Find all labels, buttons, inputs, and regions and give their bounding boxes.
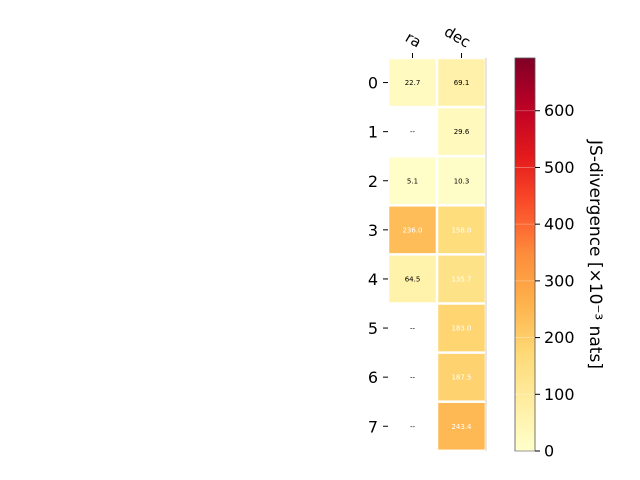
heatmap-cell-0-dec xyxy=(438,59,485,106)
column-labels: ra dec xyxy=(402,22,474,58)
colorbar-tick-label: 400 xyxy=(544,215,575,234)
cell-value-label: 22.7 xyxy=(405,79,421,87)
heatmap-cell-6-dec xyxy=(438,353,485,401)
cell-value-label: 29.6 xyxy=(454,128,470,136)
cell-value-label: 183.0 xyxy=(451,325,471,333)
colorbar-tick-label: 600 xyxy=(544,101,575,120)
row-label-7: 7 xyxy=(368,417,378,436)
cell-value-label: 5.1 xyxy=(407,177,418,185)
row-label-4: 4 xyxy=(368,270,378,289)
heatmap-cell-4-dec xyxy=(438,255,485,303)
row-label-2: 2 xyxy=(368,172,378,191)
cell-value-label: 69.1 xyxy=(454,79,470,87)
heatmap-cell-7-dec xyxy=(438,402,485,450)
heatmap-cell-3-dec xyxy=(438,206,485,254)
heatmap-cell-4-ra xyxy=(389,255,436,303)
heatmap-cell-1-dec xyxy=(438,108,485,155)
heatmap-cell-0-ra xyxy=(389,59,436,106)
cell-value-label: 135.7 xyxy=(451,275,471,283)
colorbar-tick-label: 500 xyxy=(544,158,575,177)
cell-value-label: 187.5 xyxy=(451,374,471,382)
colorbar-tick-label: 100 xyxy=(544,385,575,404)
cell-value-label: -- xyxy=(410,423,416,431)
colorbar-tick-label: 300 xyxy=(544,271,575,290)
row-label-1: 1 xyxy=(368,123,378,142)
row-labels: 0 1 2 3 4 5 6 7 xyxy=(368,74,388,436)
cell-value-label: 10.3 xyxy=(454,177,470,185)
heatmap-cell-2-dec xyxy=(438,157,485,205)
colorbar: 0 100 200 300 400 500 600 JS-divergence [×10⁻³ … xyxy=(514,57,605,461)
row-label-3: 3 xyxy=(368,221,378,240)
heatmap-cell-3-ra xyxy=(389,206,436,254)
row-label-0: 0 xyxy=(368,74,378,93)
column-label-ra: ra xyxy=(402,28,424,51)
heatmap-cell-5-dec xyxy=(438,304,485,352)
colorbar-gradient xyxy=(514,57,536,452)
colorbar-tick-label: 200 xyxy=(544,328,575,347)
cell-value-label: -- xyxy=(410,374,416,382)
cell-value-label: 243.4 xyxy=(451,423,472,431)
colorbar-tick-label: 0 xyxy=(544,442,554,461)
heatmap-cell-2-ra xyxy=(389,157,436,205)
row-label-6: 6 xyxy=(368,368,378,387)
cell-value-label: -- xyxy=(410,325,416,333)
cell-value-label: 64.5 xyxy=(405,275,421,283)
row-label-5: 5 xyxy=(368,319,378,338)
column-label-dec: dec xyxy=(441,22,473,51)
cell-value-label: 158.0 xyxy=(451,226,471,234)
cell-value-label: -- xyxy=(410,128,416,136)
colorbar-label: JS-divergence [×10⁻³ nats] xyxy=(585,139,605,369)
heatmap-cells: 22.7 69.1 -- 29.6 5.1 10.3 236.0 158.0 64.5 135.7… xyxy=(389,58,487,451)
cell-value-label: 236.0 xyxy=(402,226,422,234)
